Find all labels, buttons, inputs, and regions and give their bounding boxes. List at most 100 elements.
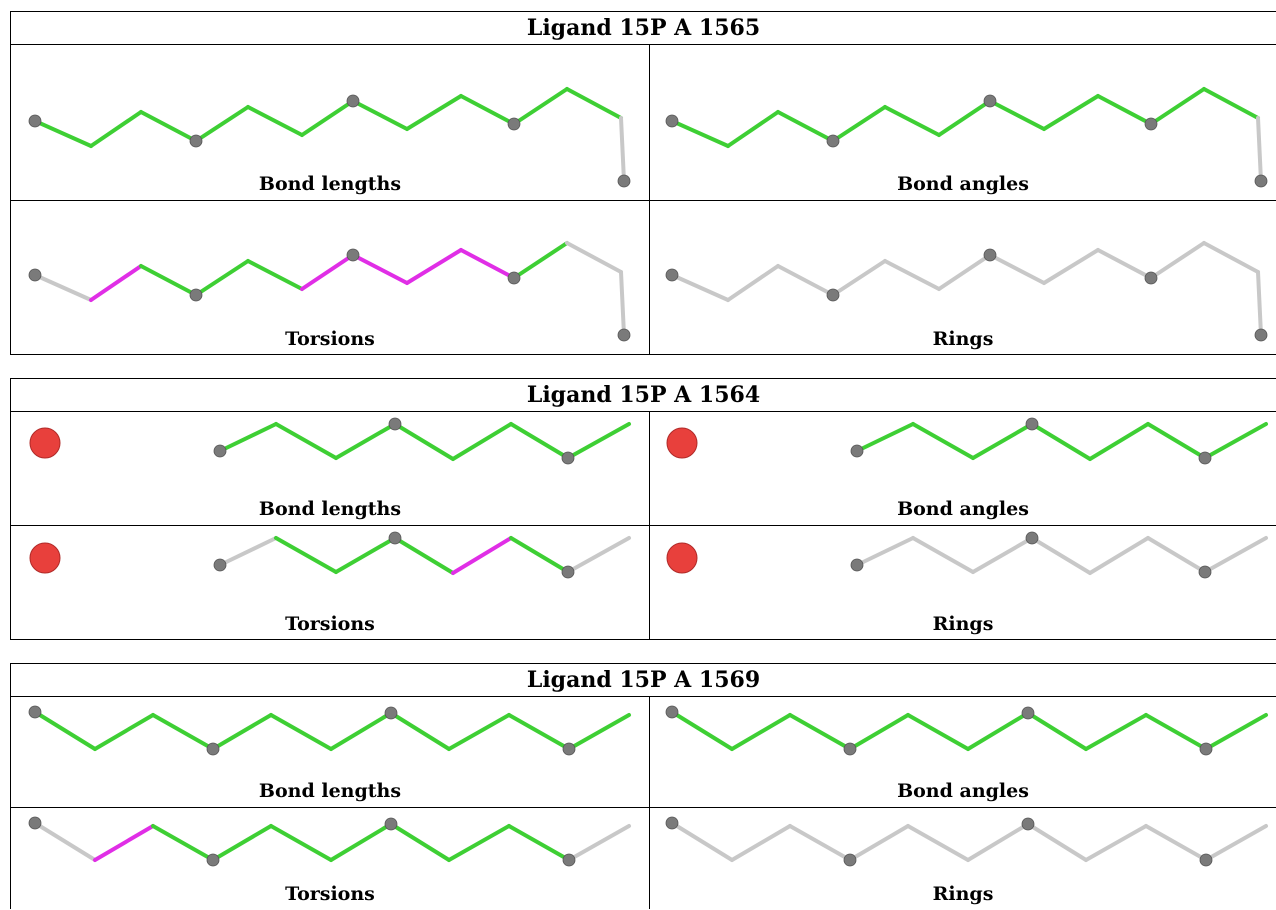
bond-ok — [988, 99, 1046, 131]
bond-ok — [329, 822, 393, 862]
bond-na — [726, 264, 780, 302]
bond-na — [566, 536, 631, 574]
bond-na — [565, 241, 623, 274]
atom-carbon — [562, 853, 576, 867]
bond-na — [1030, 536, 1092, 575]
cell-bond-lengths: Bond lengths — [11, 45, 649, 200]
molecule-diagram — [665, 816, 1268, 867]
atom-carbon — [1199, 853, 1213, 867]
cell-bond-angles: Bond angles — [650, 697, 1276, 807]
bond-ok — [246, 105, 304, 137]
atom-carbon — [346, 248, 360, 262]
divider — [649, 45, 650, 354]
bond-na — [670, 273, 730, 302]
cell-label: Bond lengths — [258, 780, 402, 802]
bond-ok — [670, 119, 730, 148]
bond-ok — [1203, 422, 1268, 460]
bond-ok — [831, 105, 887, 143]
bond-ok — [730, 713, 792, 751]
bond-ok — [1088, 422, 1150, 461]
atom-carbon — [1144, 117, 1158, 131]
bond-ok — [351, 99, 409, 131]
bond-ok — [1149, 87, 1206, 126]
bond-ok — [393, 536, 455, 575]
divider — [11, 200, 1276, 201]
atom-carbon — [1254, 328, 1268, 342]
bond-ok — [405, 94, 463, 131]
bond-ok — [33, 710, 97, 751]
bond-na — [33, 273, 93, 302]
molecule-diagram — [29, 531, 631, 579]
atom-carbon — [206, 853, 220, 867]
bond-na — [670, 821, 734, 862]
cell-label: Bond angles — [897, 780, 1029, 802]
atom-carbon — [507, 271, 521, 285]
atom-carbon — [665, 705, 679, 719]
bond-ok — [211, 824, 273, 862]
bond-ok — [966, 711, 1030, 751]
bond-ok — [389, 822, 451, 862]
bond-na — [971, 536, 1034, 574]
bond-ok — [776, 110, 835, 143]
bond-na — [1203, 536, 1268, 574]
bond-na — [1146, 536, 1207, 574]
bond-na — [848, 824, 910, 862]
cell-torsions: Torsions — [11, 201, 649, 355]
atom-oxygen — [666, 542, 698, 574]
bond-ok — [246, 259, 304, 291]
atom-carbon — [189, 134, 203, 148]
cell-rings: Rings — [650, 526, 1276, 640]
bond-ok — [507, 824, 571, 862]
molecule-diagram — [28, 705, 631, 756]
bond-ok — [1146, 422, 1207, 460]
atom-carbon — [826, 288, 840, 302]
bond-ok — [194, 259, 250, 297]
bond-na — [619, 116, 626, 183]
atom-carbon — [1254, 174, 1268, 188]
atom-carbon — [843, 853, 857, 867]
bond-ok — [274, 422, 338, 460]
atom-carbon — [617, 328, 631, 342]
bond-ok — [509, 422, 570, 460]
bond-ok — [565, 87, 623, 120]
atom-carbon — [1144, 271, 1158, 285]
atom-oxygen — [29, 427, 61, 459]
cell-label: Bond lengths — [258, 498, 402, 520]
bond-ok — [1042, 94, 1100, 131]
bond-na — [1202, 241, 1260, 274]
bond-ok — [567, 713, 631, 751]
bond-na — [730, 824, 792, 862]
cell-label: Rings — [932, 883, 994, 905]
cell-rings: Rings — [650, 201, 1276, 355]
bond-na — [1026, 822, 1088, 862]
bond-na — [788, 824, 852, 862]
bond-outlier — [459, 248, 516, 280]
cell-bond-lengths: Bond lengths — [11, 697, 649, 807]
cell-torsions: Torsions — [11, 526, 649, 640]
bond-ok — [334, 536, 397, 574]
atom-carbon — [826, 134, 840, 148]
atom-carbon — [507, 117, 521, 131]
bond-ok — [566, 422, 631, 460]
atom-carbon — [213, 444, 227, 458]
bond-outlier — [351, 253, 409, 285]
atom-carbon — [562, 742, 576, 756]
bond-ok — [393, 422, 455, 461]
atom-carbon — [665, 114, 679, 128]
cell-label: Bond angles — [897, 498, 1029, 520]
bond-ok — [151, 824, 215, 862]
bond-na — [1088, 536, 1150, 575]
bond-ok — [512, 241, 569, 280]
molecule-diagram — [28, 816, 631, 867]
atom-carbon — [561, 451, 575, 465]
atom-carbon — [28, 268, 42, 282]
bond-ok — [89, 110, 143, 148]
bond-na — [1204, 824, 1268, 862]
molecule-diagram — [29, 417, 631, 465]
bond-na — [1149, 241, 1206, 280]
bond-ok — [300, 99, 355, 137]
atom-carbon — [665, 816, 679, 830]
bond-ok — [451, 422, 513, 461]
bond-ok — [1204, 713, 1268, 751]
bond-na — [1042, 248, 1100, 285]
